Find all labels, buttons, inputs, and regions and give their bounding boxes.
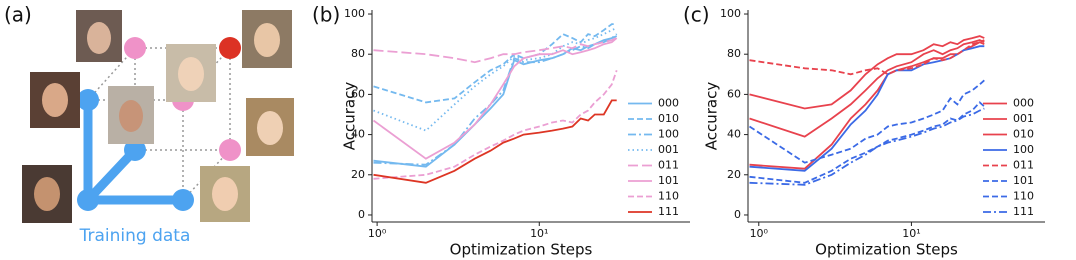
- y-tick-label: 80: [351, 47, 365, 60]
- y-axis-label: Accuracy: [703, 82, 721, 151]
- y-tick-label: 60: [727, 87, 741, 100]
- panel-a: (a) Training data: [4, 3, 294, 246]
- panel-label: (b): [312, 3, 340, 27]
- x-axis-label: Optimization Steps: [450, 241, 593, 259]
- y-tick-label: 60: [351, 87, 365, 100]
- x-tick-label: 10¹: [530, 227, 548, 240]
- legend-label: 101: [1013, 174, 1034, 187]
- series-line: [372, 37, 618, 160]
- series-line: [373, 33, 618, 166]
- legend-label: 011: [658, 159, 679, 172]
- y-tick-label: 0: [734, 208, 741, 221]
- panel-label: (c): [683, 3, 710, 27]
- series-line: [749, 39, 985, 138]
- y-tick-label: 40: [351, 128, 365, 141]
- y-tick-label: 40: [727, 128, 741, 141]
- x-axis-label: Optimization Steps: [815, 241, 958, 259]
- series-line: [749, 39, 985, 76]
- legend-label: 001: [1013, 112, 1034, 125]
- y-tick-label: 20: [727, 168, 741, 181]
- series-line: [749, 35, 985, 110]
- legend-label: 111: [658, 205, 679, 218]
- x-tick-label: 10⁰: [750, 227, 769, 240]
- series-line: [749, 41, 985, 170]
- training-edges: [83, 95, 188, 205]
- series-line: [373, 27, 618, 132]
- panel-label: (a): [4, 3, 32, 27]
- series-line: [373, 70, 618, 180]
- legend-label: 000: [1013, 97, 1034, 110]
- x-tick-label: 10⁰: [368, 227, 387, 240]
- series-line: [749, 107, 985, 186]
- series-line: [373, 37, 618, 64]
- legend-label: 000: [658, 97, 679, 110]
- legend-label: 001: [658, 143, 679, 156]
- series-line: [373, 23, 617, 104]
- y-tick-label: 100: [720, 7, 741, 20]
- y-tick-label: 20: [351, 168, 365, 181]
- y-tick-label: 100: [344, 7, 365, 20]
- legend-label: 111: [1013, 205, 1034, 218]
- legend-label: 011: [1013, 159, 1034, 172]
- face-photos: [22, 10, 294, 223]
- legend-label: 100: [658, 128, 679, 141]
- series-line: [373, 99, 617, 184]
- legend-label: 110: [658, 190, 679, 203]
- series-line: [749, 101, 985, 184]
- caption: Training data: [79, 226, 191, 246]
- legend-label: 110: [1013, 190, 1034, 203]
- legend-label: 010: [1013, 128, 1034, 141]
- y-tick-label: 80: [727, 47, 741, 60]
- series-line: [749, 79, 985, 164]
- legend-label: 010: [658, 112, 679, 125]
- x-tick-label: 10¹: [902, 227, 920, 240]
- legend-label: 101: [658, 174, 679, 187]
- legend-label: 100: [1013, 143, 1034, 156]
- y-tick-label: 0: [358, 208, 365, 221]
- y-axis-label: Accuracy: [341, 82, 359, 151]
- series-line: [749, 45, 985, 172]
